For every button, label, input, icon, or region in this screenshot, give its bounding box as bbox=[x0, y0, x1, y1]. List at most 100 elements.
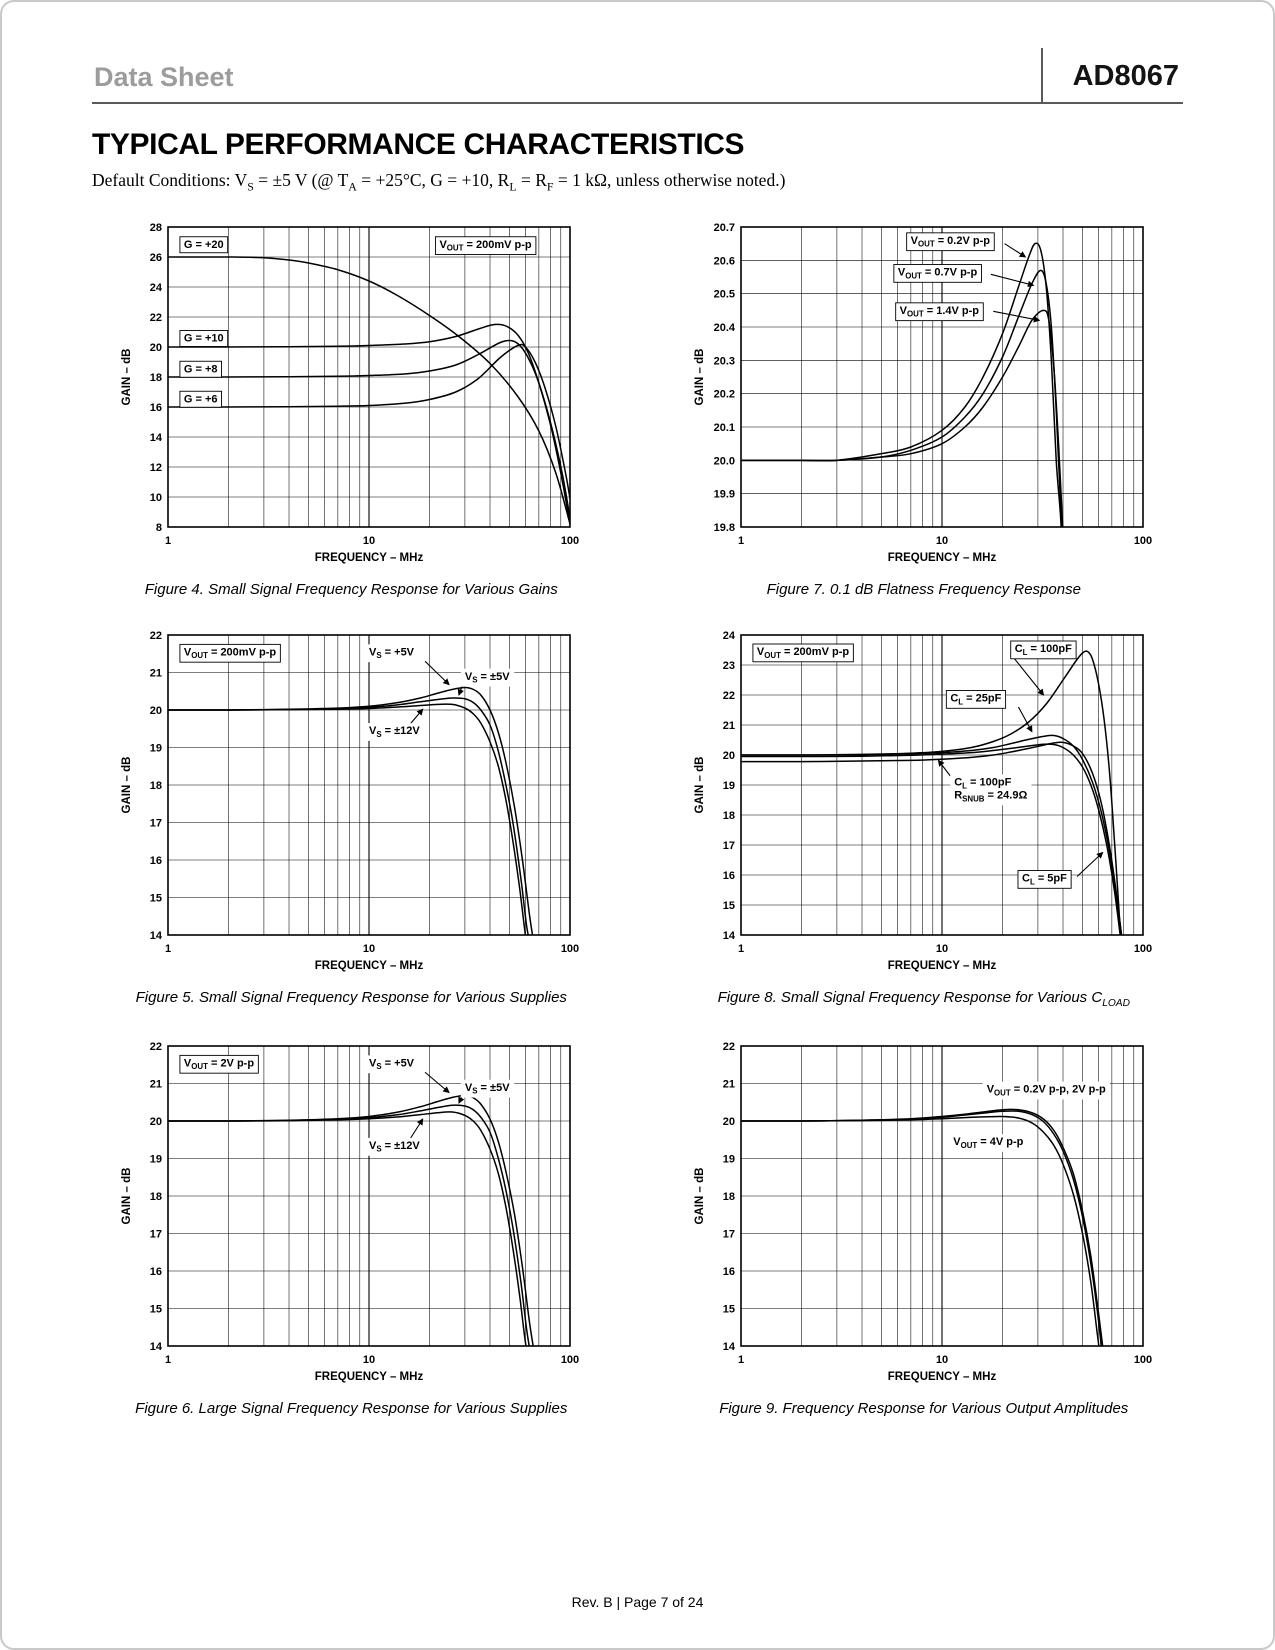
svg-text:20.0: 20.0 bbox=[713, 455, 734, 467]
charts-grid: 8 10 12 14 16 18 20 22 24 26 28 1 10 100 FREQUENCY – M… bbox=[92, 213, 1183, 1418]
svg-text:15: 15 bbox=[723, 1303, 735, 1315]
svg-text:20: 20 bbox=[150, 705, 162, 717]
figure-9: 14 15 16 17 18 19 20 21 22 1 10 100 FREQUENCY – MHz G… bbox=[689, 1032, 1159, 1418]
svg-text:23: 23 bbox=[723, 660, 735, 672]
svg-text:100: 100 bbox=[561, 1354, 579, 1366]
svg-text:21: 21 bbox=[723, 1078, 735, 1090]
svg-text:14: 14 bbox=[150, 432, 163, 444]
svg-text:14: 14 bbox=[723, 930, 736, 942]
svg-text:19.8: 19.8 bbox=[713, 522, 734, 534]
svg-text:20.3: 20.3 bbox=[713, 355, 734, 367]
svg-text:20.2: 20.2 bbox=[713, 388, 734, 400]
svg-text:VS = ±5V: VS = ±5V bbox=[465, 670, 510, 684]
svg-text:18: 18 bbox=[150, 372, 162, 384]
svg-text:100: 100 bbox=[1134, 535, 1152, 547]
svg-text:10: 10 bbox=[936, 535, 948, 547]
svg-text:VOUT = 2V p-p: VOUT = 2V p-p bbox=[184, 1057, 254, 1071]
svg-text:17: 17 bbox=[723, 1228, 735, 1240]
page-header: Data Sheet AD8067 bbox=[92, 48, 1183, 104]
svg-text:14: 14 bbox=[723, 1341, 736, 1353]
svg-text:VS = ±12V: VS = ±12V bbox=[369, 725, 420, 739]
svg-text:20.1: 20.1 bbox=[713, 422, 734, 434]
svg-text:12: 12 bbox=[150, 462, 162, 474]
svg-text:19: 19 bbox=[723, 780, 735, 792]
svg-text:VOUT = 0.2V p-p, 2V p-p: VOUT = 0.2V p-p, 2V p-p bbox=[986, 1083, 1105, 1097]
svg-text:FREQUENCY – MHz: FREQUENCY – MHz bbox=[888, 960, 997, 972]
svg-text:20: 20 bbox=[723, 1116, 735, 1128]
svg-text:G = +20: G = +20 bbox=[184, 238, 224, 250]
svg-text:15: 15 bbox=[723, 900, 735, 912]
figure-6: 14 15 16 17 18 19 20 21 22 1 10 100 FREQUENCY – MHz G… bbox=[116, 1032, 586, 1418]
svg-text:VOUT = 200mV p-p: VOUT = 200mV p-p bbox=[757, 646, 849, 660]
svg-text:GAIN – dB: GAIN – dB bbox=[694, 1167, 706, 1224]
svg-text:10: 10 bbox=[936, 943, 948, 955]
figure-5: 14 15 16 17 18 19 20 21 22 1 10 100 FREQUENCY – MHz G… bbox=[116, 621, 586, 1010]
figure-4-plot: 8 10 12 14 16 18 20 22 24 26 28 1 10 100 FREQUENCY – M… bbox=[116, 213, 586, 573]
doc-type-label: Data Sheet bbox=[94, 62, 234, 92]
svg-text:19: 19 bbox=[723, 1153, 735, 1165]
svg-text:GAIN – dB: GAIN – dB bbox=[694, 756, 706, 813]
svg-text:16: 16 bbox=[150, 855, 162, 867]
svg-text:16: 16 bbox=[723, 1266, 735, 1278]
section-title: TYPICAL PERFORMANCE CHARACTERISTICS bbox=[92, 128, 745, 161]
svg-text:FREQUENCY – MHz: FREQUENCY – MHz bbox=[315, 960, 424, 972]
svg-text:10: 10 bbox=[363, 1354, 375, 1366]
svg-text:1: 1 bbox=[165, 1354, 171, 1366]
svg-text:20: 20 bbox=[150, 342, 162, 354]
svg-text:20.7: 20.7 bbox=[713, 222, 734, 234]
figure-9-caption: Figure 9. Frequency Response for Various… bbox=[719, 1399, 1129, 1417]
svg-text:16: 16 bbox=[723, 870, 735, 882]
svg-text:FREQUENCY – MHz: FREQUENCY – MHz bbox=[315, 552, 424, 564]
svg-text:100: 100 bbox=[561, 535, 579, 547]
page-footer-text: Rev. B | Page 7 of 24 bbox=[571, 1594, 704, 1610]
svg-text:VS = +5V: VS = +5V bbox=[369, 646, 415, 660]
svg-text:20.5: 20.5 bbox=[713, 288, 734, 300]
svg-text:22: 22 bbox=[150, 1041, 162, 1053]
figure-9-plot: 14 15 16 17 18 19 20 21 22 1 10 100 FREQUENCY – MHz G… bbox=[689, 1032, 1159, 1392]
svg-text:1: 1 bbox=[738, 535, 744, 547]
svg-text:22: 22 bbox=[723, 1041, 735, 1053]
svg-text:VOUT = 200mV p-p: VOUT = 200mV p-p bbox=[440, 238, 532, 252]
svg-text:10: 10 bbox=[363, 535, 375, 547]
svg-text:16: 16 bbox=[150, 1266, 162, 1278]
svg-text:CL = 100pF: CL = 100pF bbox=[954, 776, 1011, 790]
svg-text:VOUT = 4V p-p: VOUT = 4V p-p bbox=[953, 1136, 1023, 1150]
svg-text:21: 21 bbox=[723, 720, 735, 732]
default-conditions: Default Conditions: VS = ±5 V (@ TA = +2… bbox=[92, 170, 786, 194]
figure-4-caption: Figure 4. Small Signal Frequency Respons… bbox=[144, 580, 558, 598]
svg-text:100: 100 bbox=[1134, 1354, 1152, 1366]
svg-text:26: 26 bbox=[150, 252, 162, 264]
svg-text:15: 15 bbox=[150, 892, 162, 904]
svg-text:FREQUENCY – MHz: FREQUENCY – MHz bbox=[888, 552, 997, 564]
svg-text:8: 8 bbox=[156, 522, 162, 534]
figure-6-plot: 14 15 16 17 18 19 20 21 22 1 10 100 FREQUENCY – MHz G… bbox=[116, 1032, 586, 1392]
svg-text:VS = ±5V: VS = ±5V bbox=[465, 1081, 510, 1095]
svg-text:CL = 5pF: CL = 5pF bbox=[1022, 872, 1067, 886]
figure-7-plot: 19.8 19.9 20.0 20.1 20.2 20.3 20.4 20.5 20.6 20.7… bbox=[689, 213, 1159, 573]
figure-6-caption: Figure 6. Large Signal Frequency Respons… bbox=[135, 1399, 568, 1417]
svg-text:17: 17 bbox=[723, 840, 735, 852]
svg-text:21: 21 bbox=[150, 667, 162, 679]
svg-text:1: 1 bbox=[738, 943, 744, 955]
figure-5-plot: 14 15 16 17 18 19 20 21 22 1 10 100 FREQUENCY – MHz G… bbox=[116, 621, 586, 981]
svg-text:VOUT = 1.4V p-p: VOUT = 1.4V p-p bbox=[899, 304, 979, 318]
svg-text:18: 18 bbox=[150, 1191, 162, 1203]
svg-text:19.9: 19.9 bbox=[713, 488, 734, 500]
svg-text:VS = +5V: VS = +5V bbox=[369, 1057, 415, 1071]
svg-text:RSNUB = 24.9Ω: RSNUB = 24.9Ω bbox=[954, 789, 1027, 803]
svg-text:100: 100 bbox=[1134, 943, 1152, 955]
svg-text:22: 22 bbox=[723, 690, 735, 702]
figure-8: 14 15 16 17 18 19 20 21 22 23 24 1 10 100 FREQUENCY – … bbox=[689, 621, 1159, 1010]
figure-8-plot: 14 15 16 17 18 19 20 21 22 23 24 1 10 100 FREQUENCY – … bbox=[689, 621, 1159, 981]
svg-text:22: 22 bbox=[150, 630, 162, 642]
svg-text:10: 10 bbox=[150, 492, 162, 504]
svg-text:VOUT = 0.2V p-p: VOUT = 0.2V p-p bbox=[910, 234, 990, 248]
svg-text:19: 19 bbox=[150, 742, 162, 754]
svg-text:GAIN – dB: GAIN – dB bbox=[694, 348, 706, 405]
svg-text:18: 18 bbox=[723, 1191, 735, 1203]
svg-text:VS = ±12V: VS = ±12V bbox=[369, 1140, 420, 1154]
svg-text:14: 14 bbox=[150, 1341, 163, 1353]
svg-text:18: 18 bbox=[150, 780, 162, 792]
svg-text:G = +6: G = +6 bbox=[184, 393, 218, 405]
